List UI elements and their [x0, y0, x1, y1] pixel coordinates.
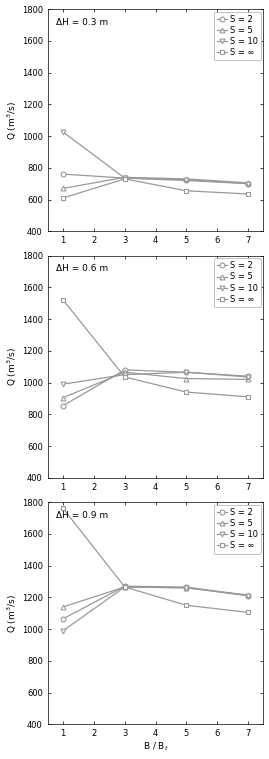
S = 2	[246, 372, 250, 381]
S = 2	[185, 582, 188, 591]
S = 10	[123, 174, 126, 183]
S = 5	[185, 175, 188, 184]
Line: S = ∞: S = ∞	[61, 506, 250, 615]
Line: S = ∞: S = ∞	[61, 298, 250, 399]
Legend: S = 2, S = 5, S = 10, S = ∞: S = 2, S = 5, S = 10, S = ∞	[214, 258, 261, 307]
S = 5	[62, 184, 65, 193]
Y-axis label: Q (m$^3$/s): Q (m$^3$/s)	[6, 101, 19, 140]
S = ∞	[62, 194, 65, 203]
S = 10	[185, 176, 188, 185]
S = 2	[246, 179, 250, 188]
S = 2	[123, 365, 126, 374]
X-axis label: B / B$_t$: B / B$_t$	[143, 741, 169, 754]
S = 5	[246, 178, 250, 187]
S = 10	[246, 591, 250, 600]
S = 10	[123, 582, 126, 591]
S = 10	[185, 583, 188, 592]
Legend: S = 2, S = 5, S = 10, S = ∞: S = 2, S = 5, S = 10, S = ∞	[214, 11, 261, 61]
S = 2	[123, 174, 126, 183]
S = ∞	[246, 392, 250, 402]
Line: S = 5: S = 5	[61, 370, 250, 400]
S = 10	[185, 367, 188, 376]
Line: S = 2: S = 2	[61, 584, 250, 621]
S = ∞	[246, 190, 250, 199]
S = 5	[123, 173, 126, 182]
S = 5	[185, 374, 188, 383]
Line: S = ∞: S = ∞	[61, 176, 250, 200]
Text: ΔH = 0.9 m: ΔH = 0.9 m	[56, 511, 108, 520]
S = 2	[185, 175, 188, 184]
S = 5	[123, 367, 126, 376]
Line: S = 2: S = 2	[61, 367, 250, 408]
S = 2	[185, 367, 188, 376]
Line: S = 10: S = 10	[61, 584, 250, 633]
Text: ΔH = 0.6 m: ΔH = 0.6 m	[56, 264, 108, 273]
S = 5	[185, 583, 188, 592]
S = 2	[62, 169, 65, 178]
S = 10	[123, 370, 126, 380]
S = 10	[62, 128, 65, 137]
S = 5	[246, 375, 250, 384]
S = 10	[62, 626, 65, 635]
Line: S = 2: S = 2	[61, 172, 250, 186]
S = 2	[62, 614, 65, 623]
Legend: S = 2, S = 5, S = 10, S = ∞: S = 2, S = 5, S = 10, S = ∞	[214, 505, 261, 553]
S = 5	[62, 603, 65, 612]
Y-axis label: Q (m$^3$/s): Q (m$^3$/s)	[6, 347, 19, 386]
S = 2	[123, 581, 126, 591]
S = ∞	[123, 175, 126, 184]
S = 10	[62, 380, 65, 389]
Line: S = 10: S = 10	[61, 370, 250, 386]
S = ∞	[185, 388, 188, 397]
S = ∞	[62, 295, 65, 304]
S = 5	[62, 393, 65, 402]
S = 5	[246, 591, 250, 600]
S = ∞	[185, 600, 188, 609]
S = 10	[246, 179, 250, 188]
Line: S = 5: S = 5	[61, 175, 250, 191]
Y-axis label: Q (m$^3$/s): Q (m$^3$/s)	[6, 594, 19, 633]
Text: ΔH = 0.3 m: ΔH = 0.3 m	[56, 18, 108, 27]
S = 10	[246, 373, 250, 382]
S = ∞	[123, 373, 126, 382]
S = ∞	[62, 504, 65, 513]
Line: S = 5: S = 5	[61, 584, 250, 609]
S = ∞	[185, 186, 188, 195]
S = 5	[123, 582, 126, 591]
Line: S = 10: S = 10	[61, 130, 250, 186]
S = 2	[62, 401, 65, 410]
S = ∞	[123, 582, 126, 591]
S = 2	[246, 591, 250, 600]
S = ∞	[246, 608, 250, 617]
